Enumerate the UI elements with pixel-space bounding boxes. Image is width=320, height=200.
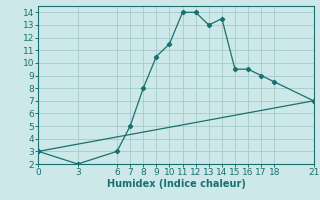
X-axis label: Humidex (Indice chaleur): Humidex (Indice chaleur) [107, 179, 245, 189]
